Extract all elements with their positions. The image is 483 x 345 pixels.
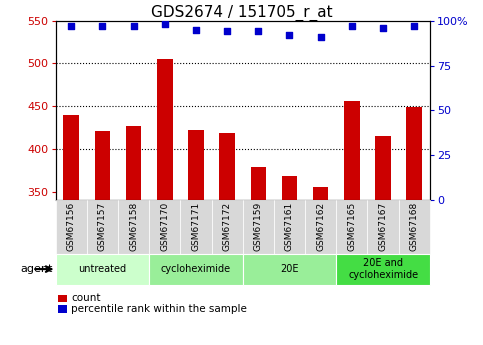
Point bbox=[379, 25, 387, 31]
Text: GSM67170: GSM67170 bbox=[160, 202, 169, 252]
Bar bbox=[219, 134, 235, 200]
Text: GSM67161: GSM67161 bbox=[285, 202, 294, 252]
Text: cycloheximide: cycloheximide bbox=[161, 264, 231, 274]
Text: GSM67168: GSM67168 bbox=[410, 202, 419, 252]
Point bbox=[255, 29, 262, 34]
Text: GSM67158: GSM67158 bbox=[129, 202, 138, 252]
Bar bbox=[407, 107, 422, 200]
Text: untreated: untreated bbox=[78, 264, 127, 274]
Text: percentile rank within the sample: percentile rank within the sample bbox=[71, 304, 247, 314]
Bar bbox=[95, 131, 110, 200]
Text: GSM67172: GSM67172 bbox=[223, 202, 232, 252]
Bar bbox=[63, 115, 79, 200]
Text: GSM67159: GSM67159 bbox=[254, 202, 263, 252]
Bar bbox=[282, 176, 298, 200]
Text: GSM67162: GSM67162 bbox=[316, 202, 325, 252]
Text: GDS2674 / 151705_r_at: GDS2674 / 151705_r_at bbox=[151, 5, 332, 21]
Point bbox=[67, 23, 75, 29]
Text: GSM67156: GSM67156 bbox=[67, 202, 76, 252]
Text: GSM67171: GSM67171 bbox=[191, 202, 200, 252]
Point bbox=[285, 32, 293, 38]
Point bbox=[348, 23, 356, 29]
Point bbox=[161, 21, 169, 27]
Text: 20E and
cycloheximide: 20E and cycloheximide bbox=[348, 258, 418, 280]
Text: 20E: 20E bbox=[280, 264, 299, 274]
Point bbox=[317, 34, 325, 40]
Text: agent: agent bbox=[21, 264, 53, 274]
Bar bbox=[126, 126, 142, 200]
Text: GSM67167: GSM67167 bbox=[379, 202, 387, 252]
Bar bbox=[375, 136, 391, 200]
Bar bbox=[344, 101, 360, 200]
Text: count: count bbox=[71, 294, 101, 303]
Point bbox=[99, 23, 106, 29]
Bar bbox=[157, 59, 172, 200]
Point bbox=[411, 23, 418, 29]
Bar bbox=[251, 167, 266, 200]
Point bbox=[223, 29, 231, 34]
Bar bbox=[313, 187, 328, 200]
Bar bbox=[188, 130, 204, 200]
Point bbox=[129, 23, 137, 29]
Point bbox=[192, 27, 200, 32]
Text: GSM67157: GSM67157 bbox=[98, 202, 107, 252]
Text: GSM67165: GSM67165 bbox=[347, 202, 356, 252]
